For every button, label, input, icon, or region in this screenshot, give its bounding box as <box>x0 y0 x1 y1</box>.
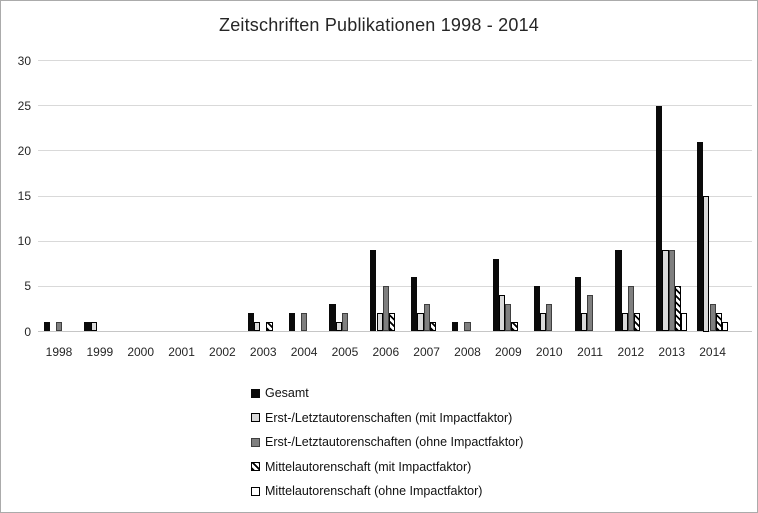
bar-2009-erst-letzt-ohne-if <box>505 304 512 332</box>
legend-label-gesamt: Gesamt <box>265 386 309 401</box>
bar-2014-gesamt <box>697 141 704 332</box>
x-tick-label: 2012 <box>617 345 645 359</box>
legend-item-erst-letzt-mit-if: Erst-/Letztautorenschaften (mit Impactfa… <box>251 406 523 431</box>
bar-2012-mittel-mit-if <box>634 313 641 332</box>
bar-1999-gesamt <box>84 322 91 332</box>
bar-2003-gesamt <box>247 313 254 332</box>
gridline <box>38 195 752 197</box>
bar-2009-gesamt <box>492 259 500 332</box>
bar-2014-erst-letzt-mit-if <box>703 196 710 332</box>
legend-label-mittel-ohne-if: Mittelautorenschaft (ohne Impactfaktor) <box>265 484 483 499</box>
bar-2008-gesamt <box>452 322 459 332</box>
bar-2007-mittel-mit-if <box>429 322 436 332</box>
bar-2003-mittel-mit-if <box>266 322 273 332</box>
bar-2012-gesamt <box>615 250 622 332</box>
bar-2003-erst-letzt-mit-if <box>253 322 261 332</box>
x-tick-label: 2000 <box>127 345 155 359</box>
legend-label-erst-letzt-ohne-if: Erst-/Letztautorenschaften (ohne Impactf… <box>265 435 524 450</box>
x-axis-line <box>38 331 752 332</box>
y-tick-label: 5 <box>24 279 31 294</box>
x-tick-label: 2010 <box>535 345 563 359</box>
bar-2006-gesamt <box>370 250 377 332</box>
bar-2006-erst-letzt-mit-if <box>376 313 383 332</box>
x-tick-label: 2008 <box>454 345 481 359</box>
legend-swatch-gesamt-icon <box>251 388 260 398</box>
y-tick-label: 25 <box>17 98 31 113</box>
y-tick-label: 30 <box>17 53 31 68</box>
bar-1998-erst-letzt-ohne-if <box>55 322 63 332</box>
y-tick-label: 20 <box>17 143 31 158</box>
bar-2005-erst-letzt-mit-if <box>335 322 342 332</box>
x-tick-label: 2004 <box>290 345 318 359</box>
bar-2006-mittel-mit-if <box>388 313 396 332</box>
bar-2014-erst-letzt-ohne-if <box>709 304 716 332</box>
bar-2013-erst-letzt-mit-if <box>662 250 669 332</box>
bar-2013-mittel-mit-if <box>674 286 682 332</box>
bar-2007-erst-letzt-ohne-if <box>423 304 430 332</box>
legend-swatch-diagonal-hatch-icon <box>251 462 260 472</box>
legend-label-erst-letzt-mit-if: Erst-/Letztautorenschaften (mit Impactfa… <box>265 410 513 425</box>
legend-swatch-white-outline-icon <box>251 486 260 496</box>
x-tick-label: 2013 <box>658 345 686 359</box>
x-tick-label: 1999 <box>86 345 114 359</box>
x-tick-label: 2003 <box>249 345 277 359</box>
bar-2006-erst-letzt-ohne-if <box>382 286 389 332</box>
bar-2009-mittel-mit-if <box>511 322 518 332</box>
bar-2004-erst-letzt-ohne-if <box>301 313 308 332</box>
bar-2011-gesamt <box>574 277 581 332</box>
x-tick-label: 2006 <box>372 345 400 359</box>
legend-item-mittel-mit-if: Mittelautorenschaft (mit Impactfaktor) <box>251 455 523 480</box>
bar-2013-mittel-ohne-if <box>681 313 688 332</box>
legend-swatch-solid-gray-icon <box>251 437 260 447</box>
bar-2012-erst-letzt-ohne-if <box>627 286 634 332</box>
legend-label-mittel-mit-if: Mittelautorenschaft (mit Impactfaktor) <box>265 459 472 474</box>
bar-2008-erst-letzt-ohne-if <box>464 322 471 332</box>
bar-2013-erst-letzt-ohne-if <box>668 250 675 332</box>
x-tick-label: 2005 <box>331 345 359 359</box>
x-tick-label: 2009 <box>494 345 522 359</box>
bar-1999-erst-letzt-mit-if <box>90 322 97 332</box>
bar-2010-erst-letzt-mit-if <box>539 313 547 332</box>
x-tick-label: 2002 <box>209 345 236 359</box>
legend-item-mittel-ohne-if: Mittelautorenschaft (ohne Impactfaktor) <box>251 479 523 504</box>
bar-2007-gesamt <box>411 277 418 332</box>
gridline <box>38 285 752 287</box>
chart-title: Zeitschriften Publikationen 1998 - 2014 <box>219 15 539 35</box>
bar-2010-gesamt <box>533 286 540 332</box>
bar-2004-gesamt <box>288 313 295 332</box>
bar-2012-erst-letzt-mit-if <box>621 313 628 332</box>
gridline <box>38 60 752 61</box>
bar-2005-gesamt <box>329 304 336 332</box>
gridline <box>38 150 752 152</box>
x-tick-label: 2001 <box>168 345 195 359</box>
bar-2010-erst-letzt-ohne-if <box>546 304 553 332</box>
bar-2011-erst-letzt-ohne-if <box>586 295 594 332</box>
gridline <box>38 240 752 242</box>
x-tick-label: 2007 <box>413 345 440 359</box>
legend-item-gesamt: Gesamt <box>251 381 523 406</box>
x-tick-label: 2014 <box>699 345 726 359</box>
y-tick-label: 0 <box>24 324 31 339</box>
bar-2014-mittel-mit-if <box>715 313 722 332</box>
gridline <box>38 105 752 107</box>
y-tick-label: 10 <box>17 234 31 249</box>
y-tick-label: 15 <box>17 189 31 203</box>
bar-2013-gesamt <box>656 105 663 332</box>
bar-2009-erst-letzt-mit-if <box>499 295 506 332</box>
bar-2014-mittel-ohne-if <box>721 322 729 332</box>
legend-swatch-light-gray-icon <box>251 413 260 423</box>
legend: Gesamt Erst-/Letztautorenschaften (mit I… <box>251 381 523 504</box>
bar-2007-erst-letzt-mit-if <box>417 313 424 332</box>
bar-1998-gesamt <box>43 322 50 332</box>
bar-2011-erst-letzt-mit-if <box>580 313 587 332</box>
x-tick-label: 2011 <box>577 345 603 359</box>
legend-item-erst-letzt-ohne-if: Erst-/Letztautorenschaften (ohne Impactf… <box>251 430 523 455</box>
bar-2005-erst-letzt-ohne-if <box>341 313 349 332</box>
x-tick-label: 1998 <box>45 345 73 359</box>
